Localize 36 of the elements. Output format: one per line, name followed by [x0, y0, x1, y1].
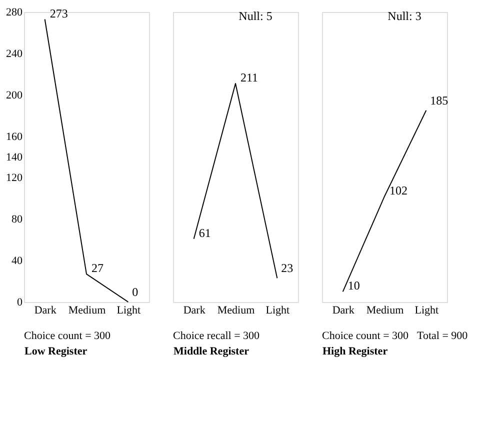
text: Choice count = 300 — [322, 330, 410, 342]
y-tick-label: 0 — [17, 296, 23, 308]
data-label: 23 — [281, 261, 294, 276]
y-tick-label: 160 — [6, 130, 23, 143]
text: Choice count = 300 — [24, 330, 112, 342]
text: Choice recall = 300 — [173, 330, 260, 342]
data-label: 27 — [92, 261, 104, 276]
text: Total = 900 — [417, 330, 468, 342]
x-tick-label: Dark — [183, 304, 206, 316]
x-tick-label: Dark — [34, 304, 57, 316]
x-tick-label: Medium — [68, 304, 106, 316]
data-label: 102 — [390, 183, 408, 198]
y-tick-label: 80 — [12, 214, 23, 226]
x-axis-title: High Register — [322, 346, 388, 358]
x-axis-title: Middle Register — [174, 346, 250, 358]
data-label: 10 — [348, 278, 360, 293]
chart-title: Null: 5 — [238, 9, 272, 23]
data-label: 61 — [198, 226, 211, 240]
y-tick-label: 120 — [6, 172, 23, 184]
x-tick-label: Light — [116, 304, 141, 316]
x-tick-label: Medium — [217, 304, 256, 316]
y-tick-label: 200 — [6, 89, 23, 102]
y-tick-label: 140 — [6, 152, 23, 164]
data-label: 211 — [240, 70, 258, 84]
y-tick-label: 40 — [12, 255, 23, 268]
y-tick-label: 240 — [6, 48, 23, 60]
x-tick-label: Light — [266, 304, 290, 316]
y-tick-label: 280 — [6, 6, 23, 18]
data-label: 273 — [50, 6, 68, 20]
data-label: 185 — [430, 93, 448, 108]
x-axis-title: Low Register — [24, 346, 88, 358]
chart-title: Null: 3 — [388, 9, 422, 23]
x-tick-label: Medium — [366, 304, 404, 316]
x-tick-label: Dark — [332, 304, 355, 316]
x-tick-label: Light — [414, 304, 439, 316]
data-label: 0 — [132, 285, 138, 299]
